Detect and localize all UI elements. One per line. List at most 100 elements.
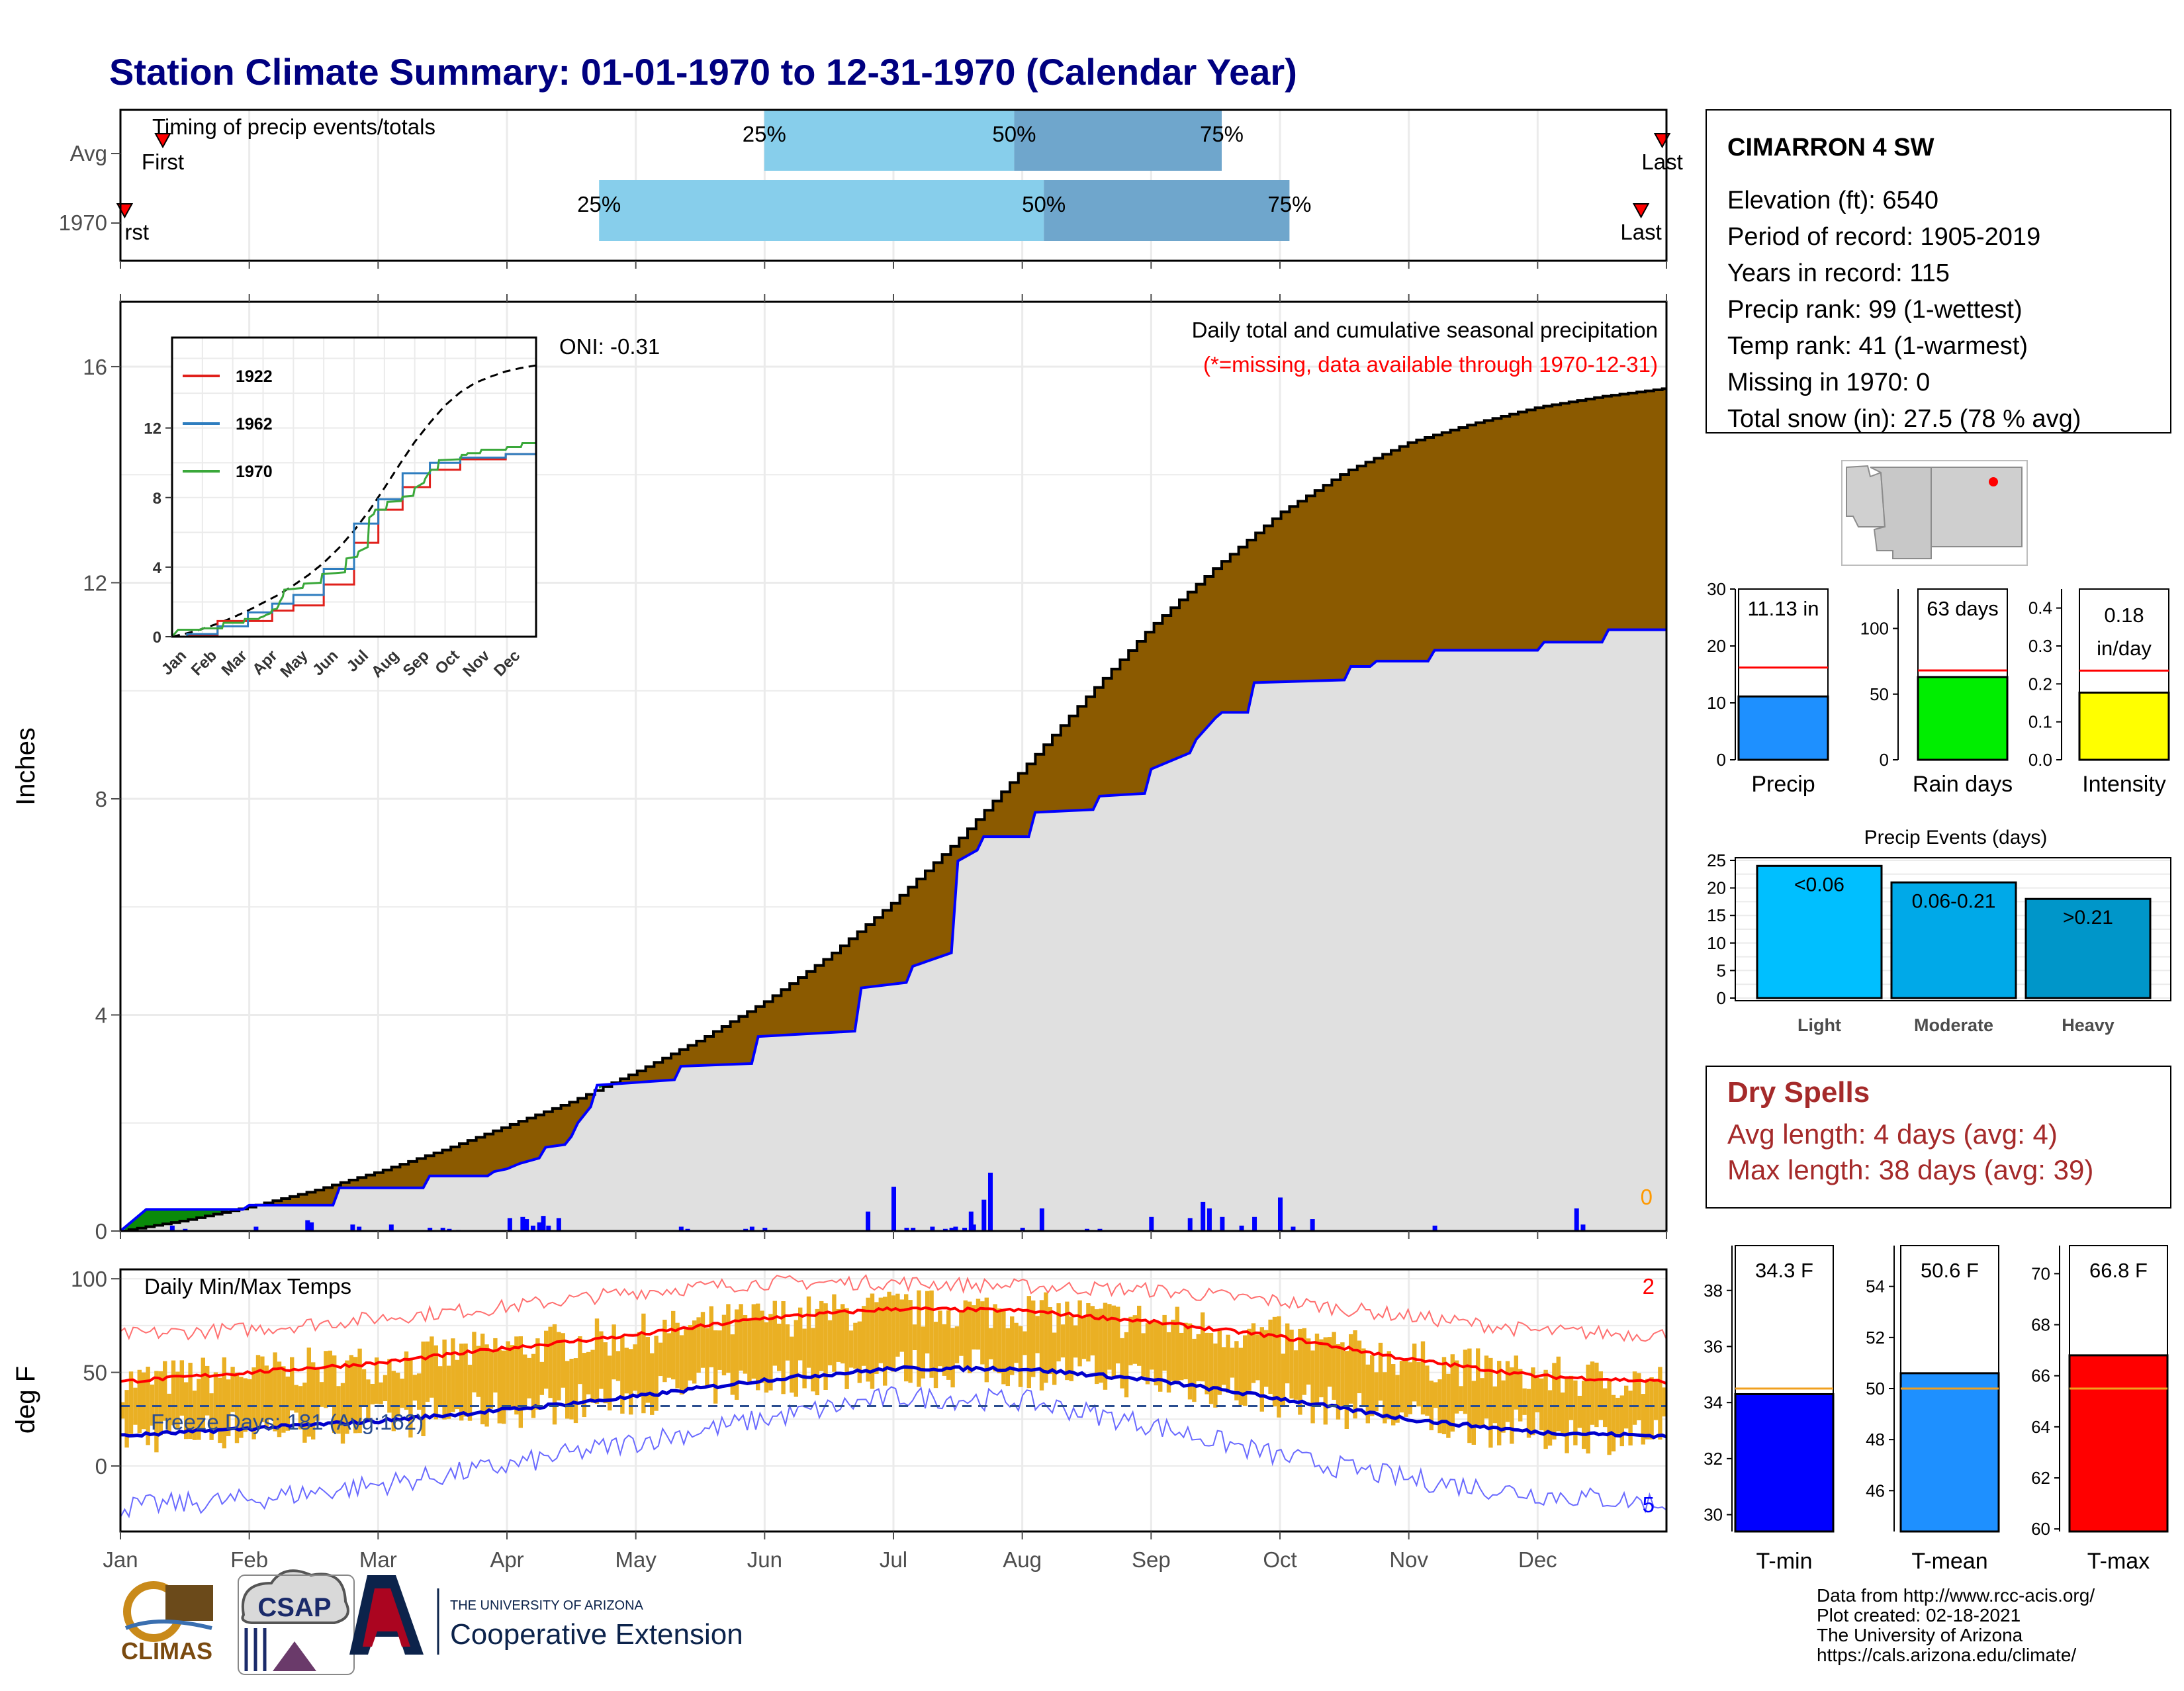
events-bar-value: <0.06	[1794, 874, 1844, 895]
avg-min-line	[120, 1365, 1666, 1440]
daily-temp-bar	[1615, 1397, 1620, 1434]
record-low-line	[120, 1386, 1666, 1519]
events-y-tick-label: 15	[1707, 905, 1726, 925]
summary-bar-tick-label: 10	[1707, 693, 1726, 713]
daily-temp-bar	[1137, 1305, 1142, 1366]
temp-y-tick-label: 0	[95, 1454, 107, 1479]
precip-x-ticks	[120, 261, 1667, 1239]
station-info-line: Missing in 1970: 0	[1727, 369, 1930, 396]
daily-temp-bar	[319, 1382, 324, 1407]
daily-temp-bar	[1310, 1350, 1315, 1424]
daily-temp-bar	[730, 1334, 735, 1395]
daily-temp-bar	[1132, 1315, 1137, 1364]
daily-temp-bar	[472, 1332, 477, 1393]
daily-temp-bar	[700, 1312, 705, 1368]
daily-temp-bar	[430, 1336, 434, 1398]
temp-summary-label: T-max	[2087, 1549, 2150, 1574]
last-event-label: Last	[1620, 220, 1661, 244]
daily-temp-bar	[650, 1353, 655, 1415]
daily-precip-bar	[1252, 1216, 1257, 1231]
daily-temp-bar	[832, 1294, 837, 1372]
temp-summary-label: T-min	[1756, 1549, 1813, 1574]
daily-temp-bar	[527, 1357, 531, 1398]
events-bar	[1890, 881, 2017, 999]
daily-temp-bar	[1056, 1303, 1061, 1361]
dry-spells-avg: Avg length: 4 days (avg: 4)	[1727, 1119, 2058, 1150]
daily-temp-bar	[264, 1365, 269, 1427]
month-label: Sep	[1132, 1547, 1171, 1572]
daily-temp-bar	[929, 1290, 934, 1378]
daily-temp-bar	[612, 1324, 616, 1380]
daily-temp-bar	[1543, 1369, 1548, 1449]
daily-temp-bar	[1497, 1361, 1502, 1445]
timing-label-75: 75%	[1200, 122, 1244, 146]
daily-precip-bar	[949, 1228, 954, 1231]
daily-temp-bar	[641, 1313, 646, 1414]
daily-temp-bar	[1412, 1344, 1417, 1402]
daily-temp-bar	[747, 1318, 752, 1385]
daily-temp-bar	[1213, 1343, 1218, 1408]
daily-temp-bar	[751, 1304, 756, 1379]
daily-temp-bar	[433, 1345, 438, 1420]
daily-temp-bar	[950, 1328, 955, 1388]
daily-temp-bar	[1281, 1353, 1285, 1407]
daily-temp-bar	[866, 1297, 870, 1382]
daily-precip-bar	[253, 1226, 259, 1231]
daily-temp-bar	[1586, 1364, 1590, 1454]
daily-temp-bar	[721, 1314, 727, 1376]
daily-temp-bar	[1124, 1332, 1129, 1398]
record-low-count: 5	[1643, 1492, 1655, 1517]
daily-precip-bar	[530, 1225, 535, 1231]
above-average-area	[124, 1084, 608, 1230]
daily-temp-bar	[1306, 1338, 1311, 1385]
daily-temp-bar	[544, 1330, 549, 1389]
daily-temp-bar	[853, 1322, 858, 1369]
daily-temp-bar	[1150, 1320, 1154, 1370]
daily-temp-bar	[1518, 1369, 1523, 1422]
daily-temp-bar	[629, 1349, 633, 1415]
daily-temp-bar	[1594, 1362, 1599, 1428]
daily-precip-bar	[1085, 1228, 1089, 1231]
daily-temp-bar	[963, 1300, 968, 1369]
daily-precip-bar	[537, 1222, 542, 1231]
inset-legend-label: 1922	[236, 367, 273, 386]
temp-panel: 0 50 100 Jan Feb Mar Apr May Jun Jul Aug Sep Oct Nov…	[11, 1267, 1668, 1572]
daily-precip-bar	[309, 1222, 314, 1231]
climas-mesa-icon	[165, 1585, 213, 1621]
temp-x-ticks: Jan Feb Mar Apr May Jun Jul Aug Sep Oct Nov Dec	[103, 1531, 1557, 1572]
inset-legend: 1922 1962 1970	[183, 367, 273, 481]
summary-bar-tick-label: 0	[1880, 750, 1889, 770]
daily-temp-bar	[281, 1366, 286, 1433]
daily-temp-bar	[357, 1348, 362, 1434]
daily-temp-bar	[1052, 1332, 1057, 1385]
footer-credit-line: Data from http://www.rcc-acis.org/	[1817, 1585, 2095, 1606]
daily-temp-bar	[917, 1290, 921, 1387]
daily-temp-bar	[938, 1310, 942, 1367]
daily-temp-bar	[1103, 1303, 1108, 1390]
daily-precip-bar	[904, 1228, 909, 1231]
inset-x-tick-label: Aug	[368, 647, 402, 681]
daily-temp-bar	[251, 1367, 256, 1440]
daily-temp-bar	[146, 1366, 150, 1445]
temp-summary-bar-tmin	[1734, 1393, 1835, 1533]
daily-precip-bar	[762, 1228, 768, 1231]
daily-precip-bar	[447, 1228, 452, 1231]
footer-credits: Data from http://www.rcc-acis.org/Plot c…	[1817, 1585, 2095, 1665]
summary-bar-raindays	[1917, 676, 2009, 761]
daily-temp-bar	[811, 1328, 815, 1392]
daily-temp-bar	[1099, 1308, 1103, 1383]
daily-temp-bar	[1611, 1394, 1616, 1451]
daily-temp-bar	[552, 1324, 557, 1425]
daily-temp-bar	[794, 1320, 798, 1397]
precip-y-ticks: 0 4 8 12 16	[83, 355, 120, 1244]
daily-temp-bar	[1077, 1300, 1082, 1367]
daily-temp-bar	[1010, 1316, 1015, 1375]
daily-precip-bar	[891, 1187, 896, 1231]
daily-temp-bar	[1302, 1328, 1306, 1395]
daily-temp-bar	[1039, 1300, 1044, 1391]
daily-precip-bar	[1149, 1216, 1154, 1231]
daily-temp-bar	[133, 1387, 138, 1425]
daily-temp-bar	[226, 1379, 231, 1436]
avg-max-line	[120, 1306, 1666, 1385]
daily-temp-bar	[1255, 1334, 1260, 1381]
